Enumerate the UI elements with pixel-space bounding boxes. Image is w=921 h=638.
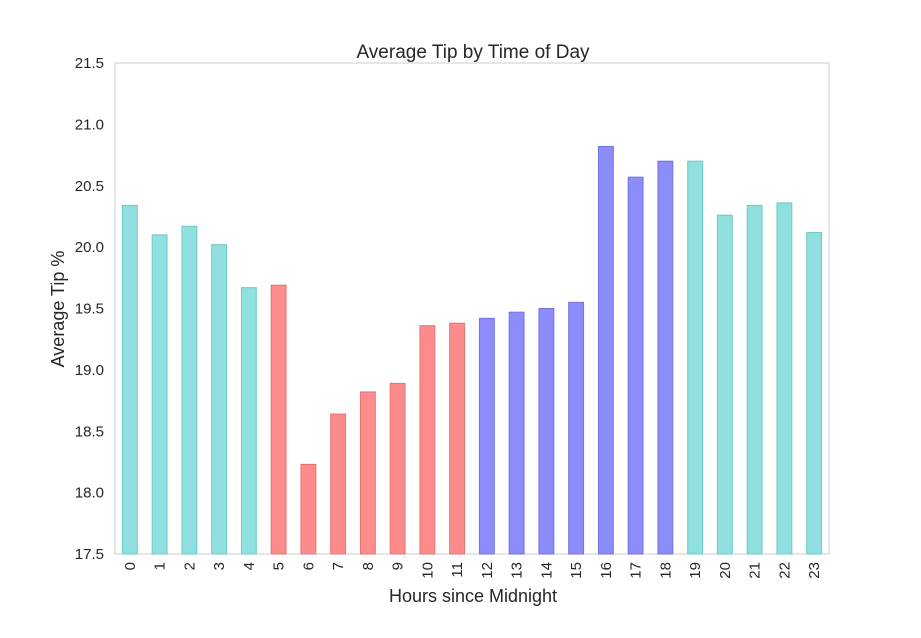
bar-hour-16 (597, 145, 614, 555)
y-axis-ticks: 17.5 18.0 18.5 19.0 19.5 20.0 20.5 21.0 21.5 (75, 55, 104, 563)
bar-hour-19 (687, 160, 704, 555)
bar-hour-17 (627, 176, 644, 555)
y-tick-label: 18.5 (75, 423, 104, 440)
x-tick-label: 11 (449, 562, 466, 578)
bar-hour-18 (657, 160, 674, 555)
y-tick-label: 21.0 (75, 116, 104, 133)
x-tick-label: 9 (390, 562, 407, 570)
x-tick-label: 19 (687, 562, 704, 579)
x-tick-label: 17 (628, 562, 645, 579)
x-tick-label: 18 (657, 562, 674, 579)
plot-area (114, 62, 830, 555)
bar-hour-8 (359, 391, 376, 555)
bar-hour-7 (330, 413, 347, 555)
bars-group (121, 145, 823, 555)
x-tick-label: 13 (509, 562, 526, 579)
bar-hour-1 (151, 234, 168, 555)
x-tick-label: 2 (181, 562, 198, 570)
bar-hour-22 (776, 202, 793, 555)
y-tick-label: 20.5 (75, 178, 104, 195)
x-tick-label: 4 (241, 562, 258, 570)
chart-title: Average Tip by Time of Day (356, 42, 590, 63)
x-tick-label: 15 (568, 562, 585, 579)
x-tick-label: 3 (211, 562, 228, 570)
x-tick-label: 5 (271, 562, 288, 570)
x-tick-label: 0 (122, 562, 139, 570)
plot-frame (114, 62, 830, 555)
bar-hour-5 (270, 284, 287, 555)
bar-hour-9 (389, 382, 406, 555)
y-tick-label: 19.5 (75, 301, 104, 318)
y-tick-label: 19.0 (75, 362, 104, 379)
bar-hour-2 (181, 225, 198, 555)
x-tick-label: 21 (747, 562, 764, 579)
x-tick-label: 6 (300, 562, 317, 570)
x-tick-label: 22 (776, 562, 793, 579)
x-axis-ticks: 0 1 2 3 4 5 6 7 8 9 10 11 12 13 14 15 16 17 18 19 20 21 22 23 (122, 562, 823, 579)
y-tick-label: 17.5 (75, 546, 104, 563)
bar-hour-23 (806, 231, 823, 555)
bar-hour-14 (538, 308, 555, 555)
x-tick-label: 12 (479, 562, 496, 579)
x-tick-label: 20 (717, 562, 734, 579)
y-tick-label: 18.0 (75, 485, 104, 502)
bar-hour-11 (449, 322, 466, 555)
bar-hour-3 (211, 244, 228, 555)
bar-hour-15 (568, 301, 585, 555)
x-tick-label: 16 (598, 562, 615, 579)
x-tick-label: 8 (360, 562, 377, 570)
x-tick-label: 14 (538, 562, 555, 579)
y-tick-label: 21.5 (75, 55, 104, 72)
bar-hour-13 (508, 311, 525, 555)
bar-hour-20 (716, 214, 733, 555)
bar-hour-10 (419, 325, 436, 555)
y-tick-label: 20.0 (75, 239, 104, 256)
bar-hour-21 (746, 204, 763, 555)
x-tick-label: 23 (806, 562, 823, 579)
bar-hour-0 (121, 204, 138, 555)
y-axis-label: Average Tip % (48, 251, 68, 368)
bar-hour-4 (240, 287, 257, 555)
x-tick-label: 1 (152, 562, 169, 570)
x-tick-label: 7 (330, 562, 347, 570)
bar-hour-12 (478, 317, 495, 555)
x-tick-label: 10 (419, 562, 436, 579)
x-axis-label: Hours since Midnight (389, 586, 557, 606)
bar-hour-6 (300, 463, 317, 555)
